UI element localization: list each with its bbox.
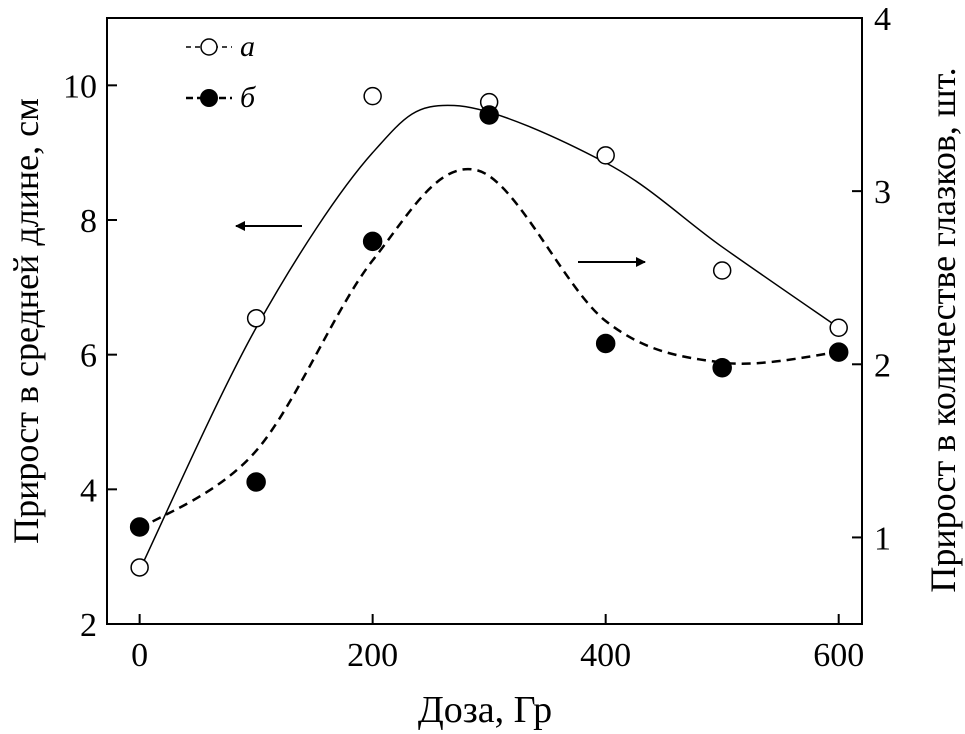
y-tick-label-left: 10 (63, 68, 97, 105)
data-point-b (246, 472, 266, 492)
legend-marker-a (200, 38, 218, 56)
data-point-a (246, 309, 266, 328)
legend-marker-b (200, 89, 218, 107)
data-point-a (363, 86, 382, 106)
data-point-a (829, 318, 848, 337)
y-axis-label-right: Прирост в количестве глазков, шт. (923, 67, 963, 592)
x-tick-label: 400 (580, 637, 631, 674)
legend-label-b: б (240, 81, 256, 114)
data-point-a (596, 146, 615, 165)
fit-curve-a (138, 104, 840, 571)
legend-label-a: а (240, 30, 255, 63)
data-point-a (130, 558, 149, 577)
x-tick-label: 0 (131, 637, 148, 674)
legend: а б (186, 30, 256, 114)
x-axis-label: Доза, Гр (418, 689, 552, 731)
y-tick-label-right: 4 (874, 1, 891, 38)
data-point-a (712, 261, 732, 280)
y-axis-label-left: Прирост в средней длине, см (6, 98, 46, 544)
plot-frame (106, 17, 863, 625)
x-tick-label: 600 (813, 637, 864, 674)
data-point-b (129, 517, 150, 537)
y-tick-label-right: 1 (874, 520, 891, 557)
data-point-b (362, 231, 383, 252)
data-point-b (595, 333, 616, 354)
y-tick-label-right: 3 (874, 174, 891, 211)
y-tick-label-left: 2 (80, 607, 97, 644)
data-point-b (479, 105, 499, 125)
data-point-b (712, 357, 732, 378)
data-point-b (828, 342, 849, 362)
y-tick-label-left: 8 (80, 203, 97, 240)
y-tick-label-left: 4 (80, 472, 97, 509)
x-tick-label: 200 (347, 637, 398, 674)
fit-curve-b (138, 167, 839, 530)
y-tick-label-right: 2 (874, 347, 891, 384)
y-tick-label-left: 6 (80, 338, 97, 375)
